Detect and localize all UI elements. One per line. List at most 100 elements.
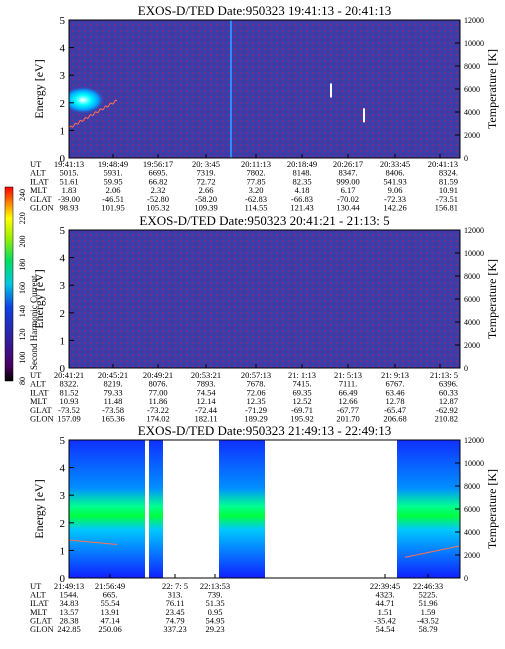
orbit-row-label: ILAT: [30, 176, 49, 186]
y-axis-label: Energy [eV]: [32, 59, 46, 118]
spectrogram-background: [69, 230, 460, 368]
y2-tick-label: 8000: [464, 482, 480, 491]
orbit-cell: 7415.: [292, 379, 311, 389]
orbit-cell: 76.11: [166, 598, 185, 608]
orbit-cell: 21:49:13: [54, 581, 84, 591]
y2-axis-label: Temperature [K]: [485, 469, 499, 549]
orbit-cell: 63.46: [385, 387, 404, 397]
y-tick-label: 5: [60, 225, 66, 237]
y-tick-label: 3: [60, 70, 66, 82]
y2-tick-label: 12000: [464, 226, 484, 235]
plot-area: [69, 20, 460, 158]
plot-area: [69, 440, 460, 578]
colorbar-tick-label: 160: [18, 282, 27, 294]
orbit-cell: -46.51: [102, 194, 124, 204]
y-tick-label: 2: [60, 308, 66, 320]
orbit-cell: 20:57:13: [241, 370, 271, 380]
y2-tick-label: 10000: [464, 249, 484, 258]
orbit-row-label: UT: [30, 370, 42, 380]
orbit-cell: 4.18: [295, 185, 310, 195]
temperature-curve: [404, 545, 460, 558]
orbit-cell: 0.95: [208, 607, 223, 617]
y-tick-label: 3: [60, 280, 66, 292]
y-tick-label: 4: [60, 463, 66, 475]
orbit-cell: 999.00: [336, 176, 359, 186]
orbit-cell: 29.23: [205, 624, 224, 634]
colorbar-tick-label: 220: [18, 212, 27, 224]
orbit-cell: 8347.: [338, 168, 357, 178]
colorbar-tick-label: 180: [18, 259, 27, 271]
colorbar-tick-label: 80: [18, 377, 27, 385]
orbit-cell: 21:56:49: [95, 581, 125, 591]
orbit-cell: 20:18:49: [287, 159, 317, 169]
orbit-row-label: UT: [30, 159, 42, 169]
orbit-row-label: GLON: [30, 203, 54, 213]
y2-tick-label: 12000: [464, 16, 484, 25]
y-tick-label: 0: [60, 363, 66, 375]
orbit-cell: 19:41:13: [54, 159, 84, 169]
y2-axis-label: Temperature [K]: [485, 259, 499, 339]
orbit-row-label: MLT: [30, 396, 48, 406]
colorbar-label: Second Harmonic Current: [29, 275, 39, 370]
orbit-cell: 250.06: [98, 624, 121, 634]
temperature-curve: [69, 539, 118, 545]
y-axis-label: Energy [eV]: [32, 479, 46, 538]
orbit-cell: 201.70: [336, 414, 359, 424]
orbit-cell: 20:33:45: [380, 159, 410, 169]
spectrogram-panel-3: EXOS-D/TED Date:950323 21:49:13 - 22:49:…: [30, 423, 499, 634]
orbit-cell: 130.44: [336, 203, 360, 213]
orbit-cell: 8219.: [103, 379, 122, 389]
orbit-cell: 210.82: [435, 414, 458, 424]
orbit-cell: 28.38: [59, 615, 78, 625]
orbit-cell: 6695.: [148, 168, 167, 178]
colorbar: 240 220 200 180 160 140 120 100 80 Second Harmon…: [4, 186, 39, 385]
orbit-cell: 20:26:17: [333, 159, 363, 169]
orbit-cell: 79.33: [103, 387, 122, 397]
orbit-cell: 157.09: [57, 414, 80, 424]
orbit-cell: 5931.: [103, 168, 122, 178]
orbit-cell: 114.55: [244, 203, 267, 213]
orbit-cell: 77.00: [148, 387, 167, 397]
orbit-cell: -58.20: [195, 194, 217, 204]
y2-tick-label: 6000: [464, 505, 480, 514]
orbit-row-label: ALT: [30, 590, 47, 600]
orbit-row-label: MLT: [30, 607, 48, 617]
orbit-cell: 5225.: [418, 590, 437, 600]
orbit-cell: 4323.: [375, 590, 394, 600]
y-tick-label: 4: [60, 43, 66, 55]
data-segment: [69, 440, 145, 578]
data-segment: [149, 440, 163, 578]
orbit-cell: 74.79: [165, 615, 184, 625]
orbit-cell: 12.66: [338, 396, 357, 406]
orbit-cell: -43.52: [417, 615, 439, 625]
orbit-cell: 2.66: [199, 185, 214, 195]
y-tick-label: 5: [60, 15, 66, 27]
orbit-cell: 12.14: [196, 396, 216, 406]
panel-title: EXOS-D/TED Date:950323 19:41:13 - 20:41:…: [138, 3, 391, 18]
orbit-cell: 74.54: [196, 387, 216, 397]
orbit-cell: 182.11: [194, 414, 217, 424]
data-gap: [265, 440, 397, 578]
orbit-cell: 6.17: [341, 185, 356, 195]
orbit-cell: 12.52: [292, 396, 311, 406]
intensity-blob: [69, 86, 105, 115]
orbit-cell: 66.82: [148, 176, 167, 186]
orbit-table: UT 20:41:21 20:45:21 20:49:21 20:53:21 20:57:…: [30, 370, 458, 424]
panel-title: EXOS-D/TED Date:950323 20:41:21 - 21:13:…: [139, 213, 389, 228]
colorbar-tick-label: 100: [18, 352, 27, 364]
orbit-cell: -62.83: [245, 194, 267, 204]
y2-tick-label: 10000: [464, 39, 484, 48]
orbit-cell: 13.57: [59, 607, 78, 617]
data-streak: [230, 20, 232, 158]
orbit-cell: -67.77: [337, 405, 359, 415]
orbit-cell: 44.71: [375, 598, 394, 608]
orbit-cell: 7678.: [246, 379, 265, 389]
orbit-cell: -73.22: [147, 405, 169, 415]
orbit-cell: -52.80: [147, 194, 169, 204]
orbit-row-label: GLAT: [30, 405, 53, 415]
orbit-cell: 98.93: [59, 203, 78, 213]
orbit-cell: 8148.: [292, 168, 311, 178]
orbit-cell: -71.29: [245, 405, 267, 415]
spectrogram-panel-2: EXOS-D/TED Date:950323 20:41:21 - 21:13:…: [30, 213, 499, 424]
y-tick-label: 1: [60, 335, 66, 347]
